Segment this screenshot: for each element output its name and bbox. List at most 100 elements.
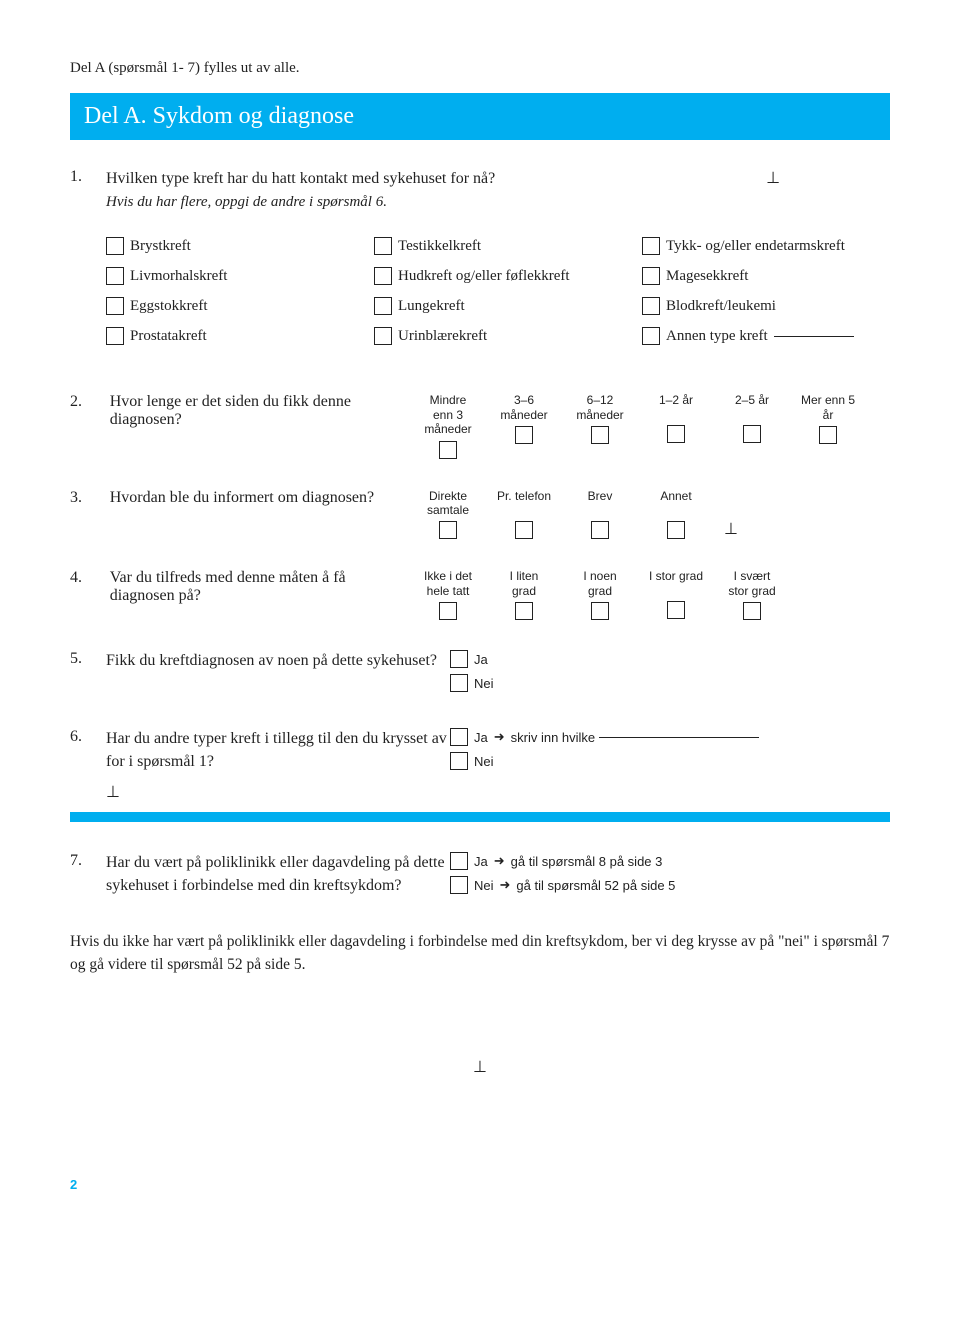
question-7: 7. Har du vært på poliklinikk eller daga… <box>70 852 890 900</box>
q3-header: Brev <box>588 489 613 517</box>
q1-option-label: Livmorhalskreft <box>130 268 227 285</box>
q6-number: 6. <box>70 728 106 773</box>
q2-text: Hvor lenge er det siden du fikk denne di… <box>110 393 400 429</box>
q2-header: 2–5 år <box>735 393 769 421</box>
q4-checkbox[interactable] <box>439 602 457 620</box>
q5-no-label: Nei <box>474 676 494 691</box>
q1-other-line[interactable] <box>774 336 854 337</box>
q6-write-line[interactable] <box>599 737 759 738</box>
q4-header: I noen grad <box>572 569 628 598</box>
q1-checkbox[interactable] <box>642 267 660 285</box>
q1-hint: Hvis du har flere, oppgi de andre i spør… <box>106 192 890 213</box>
q6-text: Har du andre typer kreft i tillegg til d… <box>106 728 450 773</box>
q4-number: 4. <box>70 569 106 587</box>
q1-option-label: Testikkelkreft <box>398 238 481 255</box>
q1-option-label: Tykk- og/eller endetarmskreft <box>666 238 845 255</box>
q2-checkbox[interactable] <box>439 441 457 459</box>
q5-no-checkbox[interactable] <box>450 674 468 692</box>
q1-option-label: Annen type kreft <box>666 328 768 345</box>
q1-checkbox[interactable] <box>374 327 392 345</box>
q2-checkbox[interactable] <box>743 425 761 443</box>
q5-number: 5. <box>70 650 106 672</box>
question-6: 6. Har du andre typer kreft i tillegg ti… <box>70 728 890 776</box>
question-3: 3. Hvordan ble du informert om diagnosen… <box>70 489 890 540</box>
q1-number: 1. <box>70 168 106 213</box>
q4-checkbox[interactable] <box>515 602 533 620</box>
q1-option-label: Blodkreft/leukemi <box>666 298 776 315</box>
q2-checkbox[interactable] <box>591 426 609 444</box>
q4-header: I liten grad <box>496 569 552 598</box>
page-number: 2 <box>70 1177 890 1192</box>
q1-checkbox[interactable] <box>106 297 124 315</box>
q1-checkbox[interactable] <box>642 297 660 315</box>
q1-option-label: Brystkreft <box>130 238 191 255</box>
q2-header: 6–12 måneder <box>572 393 628 422</box>
q2-number: 2. <box>70 393 106 411</box>
q1-checkbox[interactable] <box>374 237 392 255</box>
q7-no-extra: gå til spørsmål 52 på side 5 <box>516 878 675 893</box>
q7-number: 7. <box>70 852 106 897</box>
q5-yes-checkbox[interactable] <box>450 650 468 668</box>
q3-number: 3. <box>70 489 106 507</box>
q1-option-label: Magesekkreft <box>666 268 748 285</box>
q7-no-checkbox[interactable] <box>450 876 468 894</box>
q1-checkbox[interactable] <box>106 327 124 345</box>
q2-header: Mer enn 5 år <box>800 393 856 422</box>
footer-note: Hvis du ikke har vært på poliklinikk ell… <box>70 930 890 977</box>
q1-option-label: Urinblærekreft <box>398 328 487 345</box>
anchor-icon: ⊥ <box>70 1057 890 1077</box>
q6-yes-extra: skriv inn hvilke <box>511 730 596 745</box>
q4-checkbox[interactable] <box>667 601 685 619</box>
anchor-icon: ⊥ <box>724 519 738 539</box>
q3-checkbox[interactable] <box>667 521 685 539</box>
q3-text: Hvordan ble du informert om diagnosen? <box>110 489 400 507</box>
q5-yes-label: Ja <box>474 652 488 667</box>
q4-header: Ikke i det hele tatt <box>420 569 476 598</box>
anchor-icon: ⊥ <box>766 168 780 188</box>
anchor-icon: ⊥ <box>106 782 890 802</box>
q5-text: Fikk du kreftdiagnosen av noen på dette … <box>106 650 450 672</box>
q7-yes-label: Ja <box>474 854 488 869</box>
q7-yes-checkbox[interactable] <box>450 852 468 870</box>
q6-yes-checkbox[interactable] <box>450 728 468 746</box>
q7-yes-extra: gå til spørsmål 8 på side 3 <box>511 854 663 869</box>
q2-checkbox[interactable] <box>819 426 837 444</box>
q1-option-label: Lungekreft <box>398 298 465 315</box>
q4-text: Var du tilfreds med denne måten å få dia… <box>110 569 400 605</box>
q3-checkbox[interactable] <box>591 521 609 539</box>
q1-checkbox[interactable] <box>374 297 392 315</box>
q1-checkbox[interactable] <box>106 237 124 255</box>
question-4: 4. Var du tilfreds med denne måten å få … <box>70 569 890 620</box>
q6-no-checkbox[interactable] <box>450 752 468 770</box>
section-header: Del A. Sykdom og diagnose <box>70 93 890 140</box>
blue-divider <box>70 812 890 822</box>
arrow-icon: ➜ <box>494 853 505 869</box>
q3-header: Pr. telefon <box>497 489 551 517</box>
q3-checkbox[interactable] <box>515 521 533 539</box>
q3-checkbox[interactable] <box>439 521 457 539</box>
q7-no-label: Nei <box>474 878 494 893</box>
q4-header: I stor grad <box>649 569 703 597</box>
q1-checkbox[interactable] <box>106 267 124 285</box>
q4-checkbox[interactable] <box>591 602 609 620</box>
arrow-icon: ➜ <box>500 877 511 893</box>
q4-checkbox[interactable] <box>743 602 761 620</box>
q1-option-label: Hudkreft og/eller føflekkreft <box>398 268 570 285</box>
q6-no-label: Nei <box>474 754 494 769</box>
q1-checkbox[interactable] <box>374 267 392 285</box>
q1-option-label: Eggstokkreft <box>130 298 207 315</box>
q1-checkbox[interactable] <box>642 237 660 255</box>
q2-header: 1–2 år <box>659 393 693 421</box>
question-1: ⊥ 1. Hvilken type kreft har du hatt kont… <box>70 168 890 357</box>
q6-yes-label: Ja <box>474 730 488 745</box>
q2-checkbox[interactable] <box>515 426 533 444</box>
q2-header: Mindre enn 3 måneder <box>420 393 476 436</box>
question-2: 2. Hvor lenge er det siden du fikk denne… <box>70 393 890 458</box>
q2-header: 3–6 måneder <box>496 393 552 422</box>
q4-header: I svært stor grad <box>724 569 780 598</box>
q3-header: Direkte samtale <box>420 489 476 518</box>
q1-checkbox[interactable] <box>642 327 660 345</box>
q7-text: Har du vært på poliklinikk eller dagavde… <box>106 852 450 897</box>
q2-checkbox[interactable] <box>667 425 685 443</box>
question-5: 5. Fikk du kreftdiagnosen av noen på det… <box>70 650 890 698</box>
